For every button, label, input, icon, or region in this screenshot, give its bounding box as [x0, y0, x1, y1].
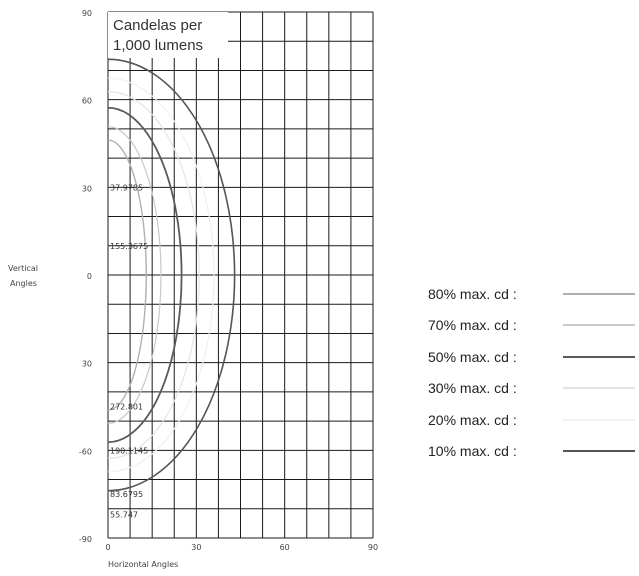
x-axis-title: Horizontal Angles	[108, 560, 178, 569]
candela-curves	[107, 58, 236, 492]
legend-label-30: 30% max. cd :	[428, 380, 517, 397]
curve-value-label: 272.801	[110, 403, 143, 412]
legend-label-80: 80% max. cd :	[428, 285, 517, 302]
legend-item-80: 80% max. cd :	[428, 278, 635, 310]
legend: 80% max. cd : 70% max. cd : 50% max. cd …	[428, 278, 635, 467]
curve-20-pct	[107, 77, 215, 473]
y-tick-label: 30	[82, 360, 92, 369]
curve-value-label: 83.6795	[110, 490, 143, 499]
curve-value-label: 37.9785	[110, 183, 143, 192]
y-tick-label: 90	[82, 9, 92, 18]
legend-swatch-30	[563, 387, 635, 390]
curve-50-pct	[107, 106, 183, 444]
legend-item-50: 50% max. cd :	[428, 341, 635, 373]
y-tick-label: 0	[87, 272, 92, 281]
curve-value-label: 155.3675	[110, 242, 148, 251]
y-tick-label: 60	[82, 97, 92, 106]
curve-80-pct	[107, 139, 147, 411]
legend-swatch-10	[563, 450, 635, 453]
x-tick-label: 30	[191, 543, 201, 552]
legend-swatch-80	[563, 292, 635, 295]
grid	[107, 11, 374, 539]
legend-label-20: 20% max. cd :	[428, 411, 517, 428]
legend-swatch-50	[563, 355, 635, 358]
legend-item-10: 10% max. cd :	[428, 436, 635, 468]
title-box	[108, 12, 228, 58]
y-tick-label: 30	[82, 184, 92, 193]
curve-value-labels: 37.9785 155.3675 272.801 190.1145 83.6795 55.…	[110, 183, 148, 519]
curve-value-label: 55.747	[110, 511, 138, 520]
y-axis-title-line-1: Vertical	[8, 264, 38, 273]
legend-swatch-70	[563, 324, 635, 327]
legend-label-10: 10% max. cd :	[428, 443, 517, 460]
curve-10-pct	[107, 58, 236, 492]
legend-item-30: 30% max. cd :	[428, 373, 635, 405]
chart-title-line-2: 1,000 lumens	[113, 37, 203, 54]
curve-70-pct	[107, 126, 162, 424]
legend-item-70: 70% max. cd :	[428, 310, 635, 342]
x-tick-label: 60	[280, 543, 290, 552]
x-tick-label: 0	[105, 543, 110, 552]
curve-30-pct	[107, 91, 200, 459]
curve-value-label: 190.1145	[110, 446, 148, 455]
legend-swatch-20	[563, 418, 635, 421]
y-axis-title-line-2: Angles	[10, 279, 37, 288]
chart-title-line-1: Candelas per	[113, 17, 202, 34]
legend-label-50: 50% max. cd :	[428, 348, 517, 365]
legend-label-70: 70% max. cd :	[428, 317, 517, 334]
y-tick-label: -90	[79, 535, 92, 544]
y-tick-label: -60	[79, 447, 92, 456]
legend-item-20: 20% max. cd :	[428, 404, 635, 436]
x-tick-label: 90	[368, 543, 378, 552]
tick-labels: 90 60 30 0 30 -60 -90 0 30 60 90	[79, 9, 378, 552]
